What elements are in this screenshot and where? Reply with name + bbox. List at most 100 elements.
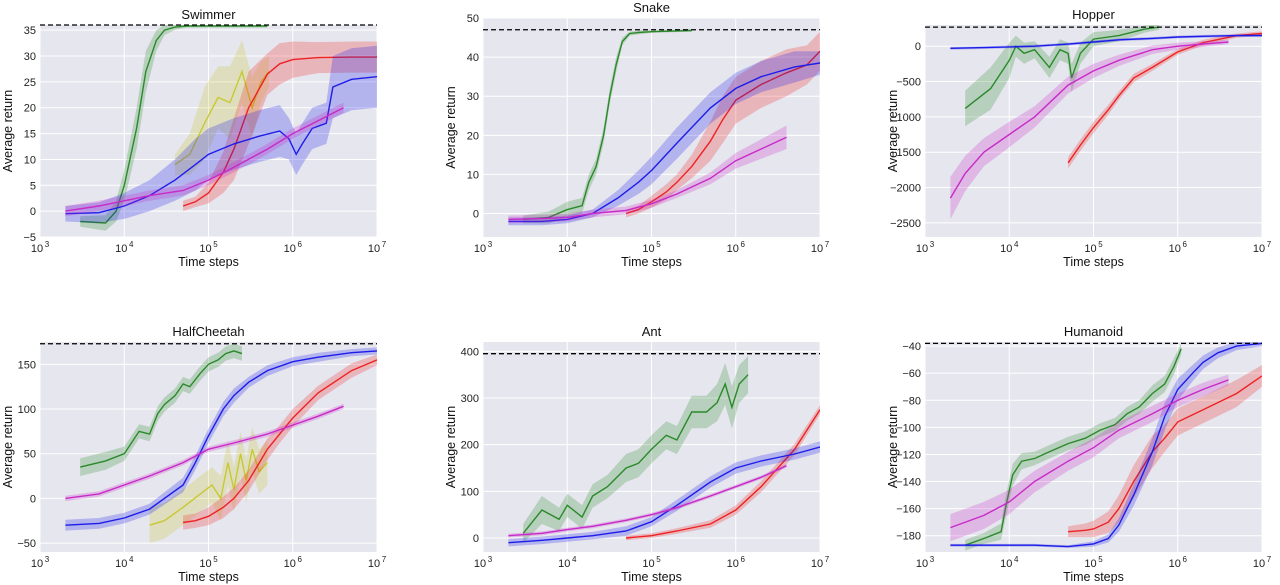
x-tick-exponent: 3 [488,240,493,249]
x-tick-exponent: 4 [1014,240,1019,249]
series-line-green [80,350,243,468]
series-band-green [80,25,268,231]
y-tick-label: −40 [902,341,921,353]
y-tick-label: 15 [24,129,36,141]
y-tick-label: −140 [896,477,921,489]
x-tick-label: 10 [811,243,823,255]
y-tick-label: −2000 [890,183,921,195]
x-tick-label: 10 [1169,243,1181,255]
y-axis-label: Average return [444,406,458,489]
series-line-red [1068,375,1262,533]
y-tick-label: 0 [473,209,479,221]
y-tick-label: −80 [902,395,921,407]
series-group [508,29,820,226]
y-tick-label: 5 [30,180,36,192]
panel-humanoid: 10 3 10 4 10 5 10 6 10 7−180−160−140−120−100−80−6… [886,324,1272,584]
y-tick-label: 10 [467,169,479,181]
series-line-blue [65,350,377,526]
series-band-red [1068,31,1262,169]
x-tick-exponent: 3 [45,240,50,249]
series-band-yellow [175,40,269,175]
panel-title: Humanoid [1064,324,1123,339]
x-tick-exponent: 6 [298,555,303,564]
x-axis-label: Time steps [621,570,682,584]
y-tick-label: −1500 [890,147,921,159]
y-axis-label: Average return [886,90,900,173]
x-tick-label: 10 [558,558,570,570]
x-tick-exponent: 3 [45,555,50,564]
series-line-red [625,50,820,215]
x-tick-label: 10 [199,558,211,570]
y-tick-label: −5 [23,232,36,244]
series-band-green [965,343,1182,551]
x-tick-label: 10 [1084,558,1096,570]
series-line-magenta [65,107,344,212]
x-tick-label: 10 [474,558,486,570]
x-tick-label: 10 [1253,243,1265,255]
y-tick-label: 50 [467,13,479,25]
y-tick-label: 30 [24,51,36,63]
x-tick-label: 10 [31,558,43,570]
x-tick-exponent: 4 [129,240,134,249]
series-line-red [182,56,377,207]
x-tick-exponent: 7 [1267,240,1272,249]
x-tick-exponent: 7 [1267,555,1272,564]
series-band-magenta [65,102,344,217]
series-line-red [182,359,377,524]
x-tick-label: 10 [368,558,380,570]
y-tick-label: 50 [24,449,36,461]
series-line-magenta [508,465,787,537]
x-tick-label: 10 [642,558,654,570]
series-line-blue [950,342,1262,548]
series-line-green [964,26,1160,109]
y-tick-label: −1000 [890,112,921,124]
x-tick-label: 10 [916,243,928,255]
y-tick-label: 40 [467,52,479,64]
series-band-red [1068,365,1262,538]
series-band-green [523,356,749,543]
panel-title: Hopper [1072,7,1115,22]
x-tick-label: 10 [811,558,823,570]
y-axis-label: Average return [886,406,900,489]
y-tick-label: 300 [461,393,479,405]
x-axis-label: Time steps [1063,255,1124,269]
y-axis-label: Average return [1,90,15,173]
panel-title: Snake [633,0,670,15]
panel-halfcheetah: 10 3 10 4 10 5 10 6 10 7−50050100150HalfCheetahTi… [1,324,387,584]
series-band-red [626,31,820,218]
x-tick-label: 10 [642,243,654,255]
series-line-green [964,348,1182,546]
x-tick-label: 10 [284,243,296,255]
x-tick-label: 10 [199,243,211,255]
series-line-yellow [149,448,268,526]
series-band-red [183,354,377,530]
x-tick-label: 10 [1084,243,1096,255]
x-tick-label: 10 [1000,558,1012,570]
y-tick-label: 0 [473,533,479,545]
series-band-blue [508,441,820,547]
y-tick-label: −180 [896,531,921,543]
x-tick-exponent: 7 [382,555,387,564]
x-tick-exponent: 5 [213,240,218,249]
series-line-blue [65,76,377,215]
x-tick-label: 10 [368,243,380,255]
x-tick-exponent: 3 [488,555,493,564]
x-tick-exponent: 7 [382,240,387,249]
y-tick-label: −500 [896,77,921,89]
y-tick-label: 0 [30,206,36,218]
y-tick-label: −2500 [890,218,921,230]
x-tick-label: 10 [284,558,296,570]
series-group [65,25,377,231]
series-line-blue [508,62,820,223]
panel-title: Ant [642,324,662,339]
x-tick-exponent: 6 [741,240,746,249]
series-line-green [522,374,749,534]
y-tick-label: 0 [915,41,921,53]
series-line-magenta [508,136,787,221]
y-tick-label: 25 [24,77,36,89]
x-tick-exponent: 5 [1098,555,1103,564]
series-line-blue [508,446,820,544]
x-tick-exponent: 4 [572,240,577,249]
y-tick-label: 10 [24,154,36,166]
